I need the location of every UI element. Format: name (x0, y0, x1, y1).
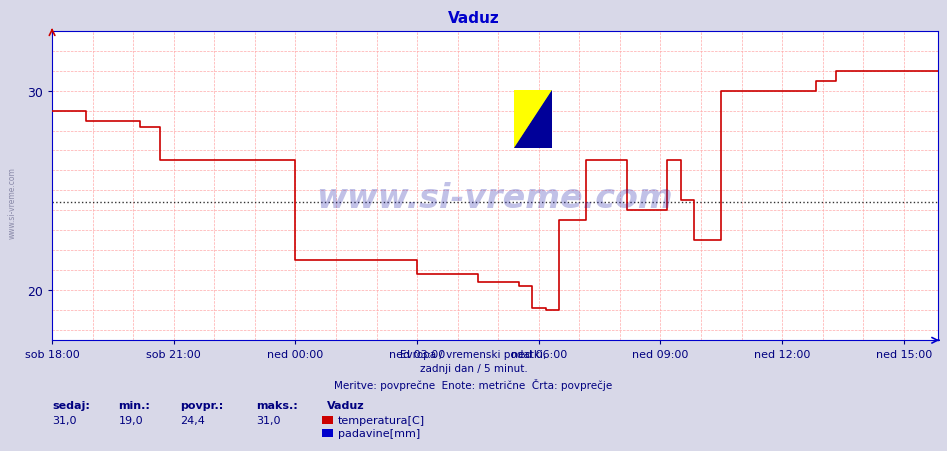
Text: Vaduz: Vaduz (448, 11, 499, 26)
Text: www.si-vreme.com: www.si-vreme.com (8, 167, 17, 239)
Text: temperatura[C]: temperatura[C] (338, 414, 425, 424)
Text: 31,0: 31,0 (256, 414, 280, 424)
Text: povpr.:: povpr.: (180, 400, 223, 410)
Polygon shape (514, 90, 552, 149)
Text: 19,0: 19,0 (118, 414, 143, 424)
Text: maks.:: maks.: (256, 400, 297, 410)
Text: www.si-vreme.com: www.si-vreme.com (316, 182, 673, 215)
Text: padavine[mm]: padavine[mm] (338, 428, 420, 438)
Bar (533, 90, 552, 120)
Polygon shape (514, 90, 552, 149)
Text: Evropa / vremenski podatki,
zadnji dan / 5 minut.
Meritve: povprečne  Enote: met: Evropa / vremenski podatki, zadnji dan /… (334, 350, 613, 391)
Text: 24,4: 24,4 (180, 414, 205, 424)
Text: Vaduz: Vaduz (327, 400, 365, 410)
Polygon shape (514, 90, 552, 149)
Bar (514, 90, 533, 120)
Bar (514, 120, 552, 149)
Text: 31,0: 31,0 (52, 414, 77, 424)
Text: min.:: min.: (118, 400, 151, 410)
Text: sedaj:: sedaj: (52, 400, 90, 410)
